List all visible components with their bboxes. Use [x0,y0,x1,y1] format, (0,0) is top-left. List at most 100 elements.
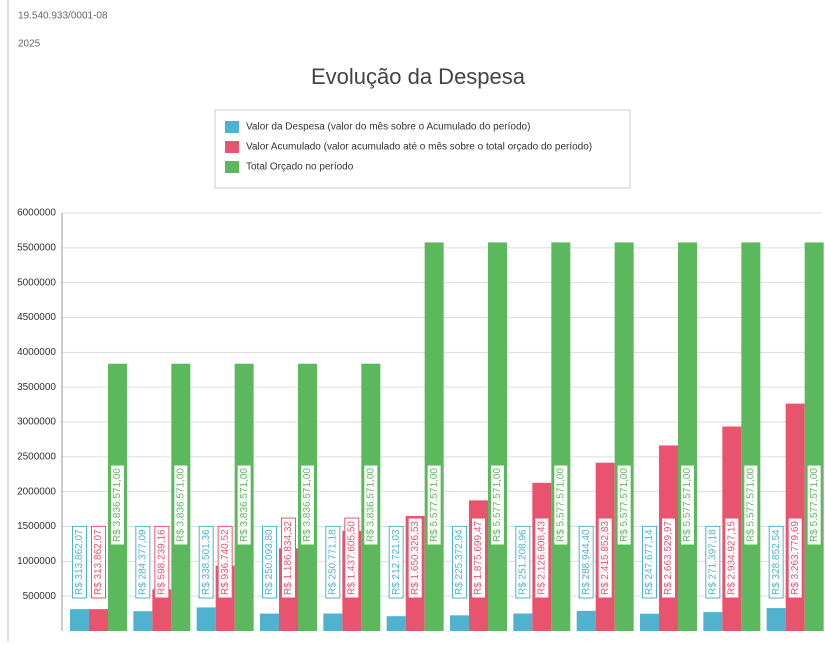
bar [703,612,723,631]
value-label-box [236,464,252,546]
value-label-text: R$ 250.093,80 [264,529,275,595]
value-label: R$ 212.721,03 [388,525,404,599]
value-label: R$ 1.875.699,47 [471,517,486,599]
value-label: R$ 5.577.571,00 [680,464,695,546]
value-label-box [325,525,341,599]
value-label-text: R$ 247.677,14 [644,529,655,595]
value-label-text: R$ 3.836.571,00 [175,468,186,542]
value-label: R$ 250.771,18 [325,525,341,599]
value-label: R$ 313.862,07 [72,525,87,599]
bar [450,615,469,631]
value-label-text: R$ 271.397,18 [707,529,718,595]
value-label-text: R$ 338.501,36 [201,529,212,595]
value-label: R$ 288.944,40 [578,525,594,599]
value-label-box [135,525,151,599]
value-label: R$ 5.577.571,00 [490,464,505,546]
value-label-box [173,464,189,546]
value-label: R$ 225.372,94 [452,525,467,599]
value-label-box [724,517,740,599]
value-label-text: R$ 251.208,96 [517,529,528,595]
value-label-text: R$ 225.372,94 [454,529,465,595]
bar [133,611,153,631]
bar [260,613,279,631]
value-label-text: R$ 936.740,52 [220,529,231,595]
value-label-box [490,464,505,546]
value-label: R$ 2.415.852,83 [597,517,613,599]
bar [766,608,786,631]
y-tick-label: 5000000 [17,277,56,288]
legend-swatch [225,141,239,153]
value-label-box [198,525,214,599]
value-label-text: R$ 313.862,07 [74,529,85,595]
value-label: R$ 3.836.571,00 [110,464,125,546]
value-label: R$ 598.239,16 [154,525,170,599]
value-label: R$ 1.437.605,50 [344,517,360,599]
y-tick-label: 1000000 [17,556,56,567]
value-label-text: R$ 328.852,54 [771,529,782,595]
header-code: 19.540.933/0001-08 [18,11,108,22]
value-label: R$ 936.740,52 [217,525,233,599]
value-label-text: R$ 3.836.571,00 [302,468,313,542]
value-label: R$ 5.577.571,00 [616,464,632,546]
y-tick-label: 3000000 [17,417,56,428]
value-label: R$ 5.577.571,00 [426,464,442,546]
value-label-box [578,525,594,599]
value-label-box [344,517,360,599]
bar [89,609,108,631]
value-label-box [471,517,486,599]
bar [804,242,824,632]
value-label: R$ 2.934.927,15 [724,517,740,599]
legend-label: Total Orçado no período [246,162,354,173]
bar [551,242,571,632]
value-label-text: R$ 5.577.571,00 [745,468,756,542]
value-label-box [768,525,784,599]
value-label: R$ 313.862,07 [91,525,106,599]
value-label: R$ 250.093,80 [262,525,277,599]
value-label-box [281,517,296,599]
value-label-text: R$ 5.577.571,00 [492,468,503,542]
value-label-text: R$ 1.650.326,53 [410,521,421,595]
bar [678,242,697,632]
value-label-text: R$ 1.875.699,47 [473,521,484,595]
y-tick-label: 5500000 [17,242,56,253]
chart-title: Evolução da Despesa [311,64,526,89]
bar [614,242,634,632]
value-label: R$ 251.208,96 [515,525,531,599]
value-label-box [661,517,676,599]
value-label-box [217,525,233,599]
value-label-box [91,525,106,599]
y-tick-label: 6000000 [17,208,56,219]
value-label-box [452,525,467,599]
value-label-text: R$ 3.263.779,69 [790,521,801,595]
value-label: R$ 5.577.571,00 [553,464,569,546]
value-label: R$ 5.577.571,00 [806,464,822,546]
value-label-box [388,525,404,599]
value-label-text: R$ 1.186.834,32 [283,521,294,595]
value-label: R$ 1.650.326,53 [407,517,423,599]
value-label-box [426,464,442,546]
value-label-text: R$ 3.836.571,00 [365,468,376,542]
bar [576,610,596,631]
y-tick-label: 3500000 [17,382,56,393]
value-label-box [597,517,613,599]
bar [70,609,89,631]
y-tick-label: 2500000 [17,451,56,462]
value-label-box [642,525,657,599]
value-label-text: R$ 2.126.908,43 [536,521,547,595]
value-label-text: R$ 1.437.605,50 [346,521,357,595]
bar [488,242,507,632]
value-label-text: R$ 2.663.529,97 [663,521,674,595]
value-label-text: R$ 5.577.571,00 [555,468,566,542]
legend-label: Valor da Despesa (valor do mês sobre o A… [246,122,530,133]
value-label-box [616,464,632,546]
legend [214,109,631,189]
y-tick-label: 4500000 [17,312,56,323]
bar [640,613,659,631]
value-label: R$ 3.836.571,00 [363,464,379,546]
bar [323,613,343,631]
value-label-text: R$ 313.862,07 [93,529,104,595]
value-label-text: R$ 3.836.571,00 [239,468,250,542]
y-tick-label: 500000 [23,591,57,602]
legend-swatch [225,161,239,173]
